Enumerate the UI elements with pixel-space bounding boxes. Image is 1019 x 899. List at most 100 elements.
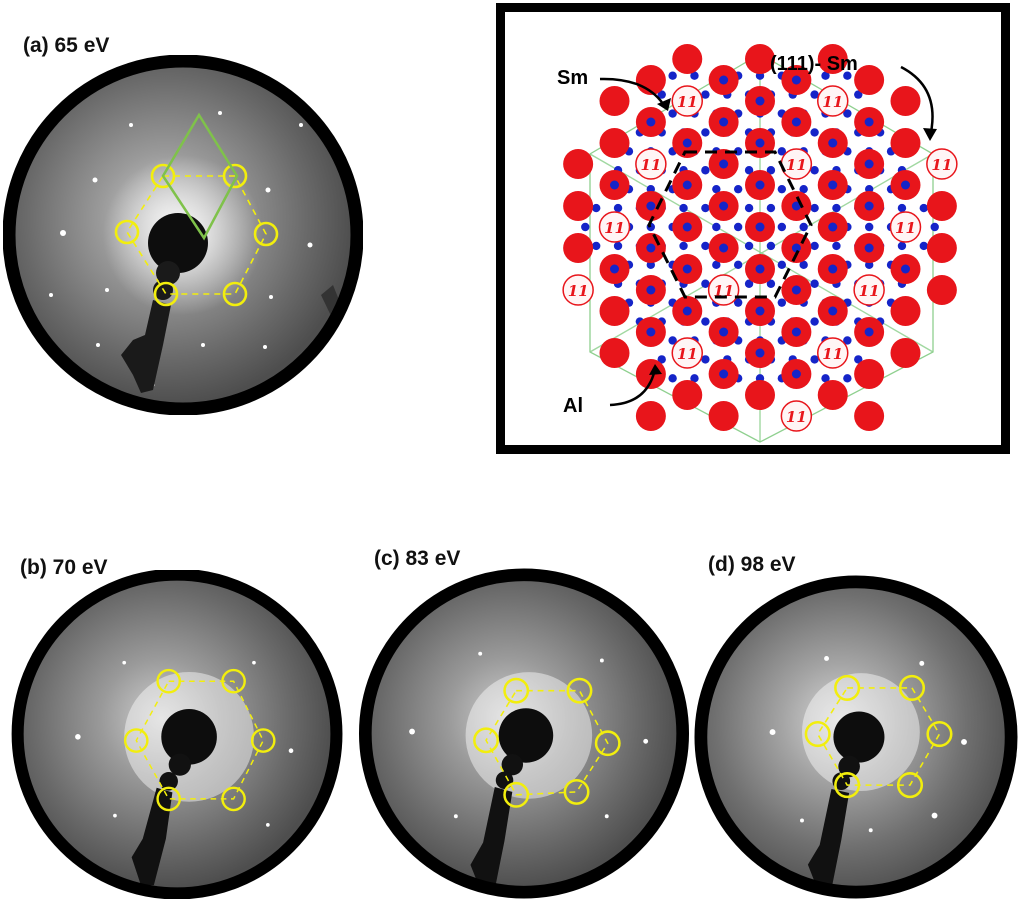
al-atom-center [864, 159, 874, 169]
al-atom [701, 241, 710, 251]
al-atom [821, 374, 830, 383]
sm-atom [817, 44, 848, 74]
sm-atom [563, 191, 594, 221]
al-atom-center [682, 264, 692, 274]
sm-atom [672, 44, 703, 74]
sm-atom [708, 401, 739, 431]
al-atom [810, 241, 819, 251]
sm-atom [563, 149, 594, 179]
al-atom-center [791, 117, 801, 127]
al-atom-center [719, 159, 729, 169]
sm-atom [854, 359, 885, 389]
al-atom [744, 241, 754, 251]
al-atom [744, 203, 754, 213]
al-atom [854, 355, 863, 364]
al-atom-center [610, 264, 620, 274]
surface-cell-dashed [647, 150, 813, 299]
hexagon-dashed [126, 175, 267, 295]
al-atom-center [682, 222, 692, 232]
al-atom [701, 279, 710, 288]
al-atom [766, 203, 776, 213]
leed-pattern-d [694, 575, 1018, 899]
panel-c-label: (c) 83 eV [374, 547, 461, 570]
al-atom [897, 241, 907, 251]
al-atom [832, 203, 841, 213]
al-atom [766, 166, 776, 175]
al-atom [679, 241, 688, 251]
al-atom [668, 336, 677, 345]
al-atom [810, 128, 819, 137]
al-atom [668, 374, 677, 383]
al-atom [810, 317, 819, 326]
al-atom-center [791, 201, 801, 211]
al-atom [777, 260, 787, 270]
sm-111-site [671, 85, 704, 117]
al-atom [777, 222, 787, 232]
sm-111-site [671, 337, 704, 369]
panel-a-label: (a) 65 eV [23, 34, 110, 57]
al-atom [679, 203, 688, 213]
al-atom [810, 355, 819, 364]
sm-atom [599, 338, 630, 368]
al-atom-center [646, 201, 656, 211]
sm-111-site-glyph: 11 [931, 156, 952, 174]
al-atom-center [791, 75, 801, 85]
sm-111-site-glyph: 11 [568, 282, 589, 300]
panel-d-label: (d) 98 eV [708, 553, 796, 576]
al-atom [668, 71, 677, 80]
al-atom [799, 222, 808, 232]
sm-111-site [598, 211, 631, 243]
al-atom [701, 128, 710, 137]
al-atom-center [828, 306, 838, 316]
al-atom [733, 184, 743, 194]
al-atom-center [610, 180, 620, 190]
al-atom [777, 147, 787, 156]
sm-111-site [889, 211, 922, 243]
sm-111-site-glyph: 11 [640, 156, 661, 174]
al-atom [777, 184, 787, 194]
al-atom-center [755, 264, 765, 274]
al-atom [865, 222, 874, 232]
sm-111-site [853, 274, 885, 306]
sm-atom [854, 401, 885, 431]
al-atom-center [755, 348, 765, 358]
al-atom [733, 298, 743, 307]
al-atom [832, 241, 841, 251]
sm-111-site [780, 400, 813, 432]
al-atom [821, 71, 830, 80]
al-atom [701, 90, 710, 99]
sm-atom [817, 380, 848, 410]
sm-atom [890, 86, 921, 116]
al-atom [919, 241, 928, 251]
al-atom-center [719, 117, 729, 127]
leed-pattern-c [358, 568, 690, 899]
sm-111-site [926, 148, 958, 180]
al-atom [712, 260, 721, 270]
al-atom [810, 166, 819, 175]
al-atom-center [719, 369, 729, 379]
al-atom-center [900, 180, 910, 190]
al-atom [657, 355, 666, 364]
al-atom [701, 166, 710, 175]
sm-111-site-glyph: 11 [604, 219, 625, 237]
al-atom-center [791, 243, 801, 253]
al-atom-center [828, 222, 838, 232]
al-atom [690, 374, 699, 383]
sm-label: Sm [557, 67, 588, 89]
leed-pattern-b [11, 570, 343, 899]
al-atom [712, 184, 721, 194]
al-atom [690, 71, 699, 80]
sm-111-site-glyph: 11 [859, 282, 880, 300]
al-atom [701, 355, 710, 364]
al-atom-center [755, 222, 765, 232]
al-atom [657, 90, 666, 99]
al-atom [668, 109, 677, 118]
al-atom-center [791, 369, 801, 379]
al-atom [766, 241, 776, 251]
unit-cell-rhombus [161, 112, 239, 241]
al-atom-center [719, 243, 729, 253]
al-atom [854, 90, 863, 99]
lattice-model-frame: 11 11 11 11 11 11 11 11 11 11 11 11 11 Sm (111)- Sm … [496, 3, 1010, 454]
sm-111-site-glyph: 11 [822, 93, 843, 111]
